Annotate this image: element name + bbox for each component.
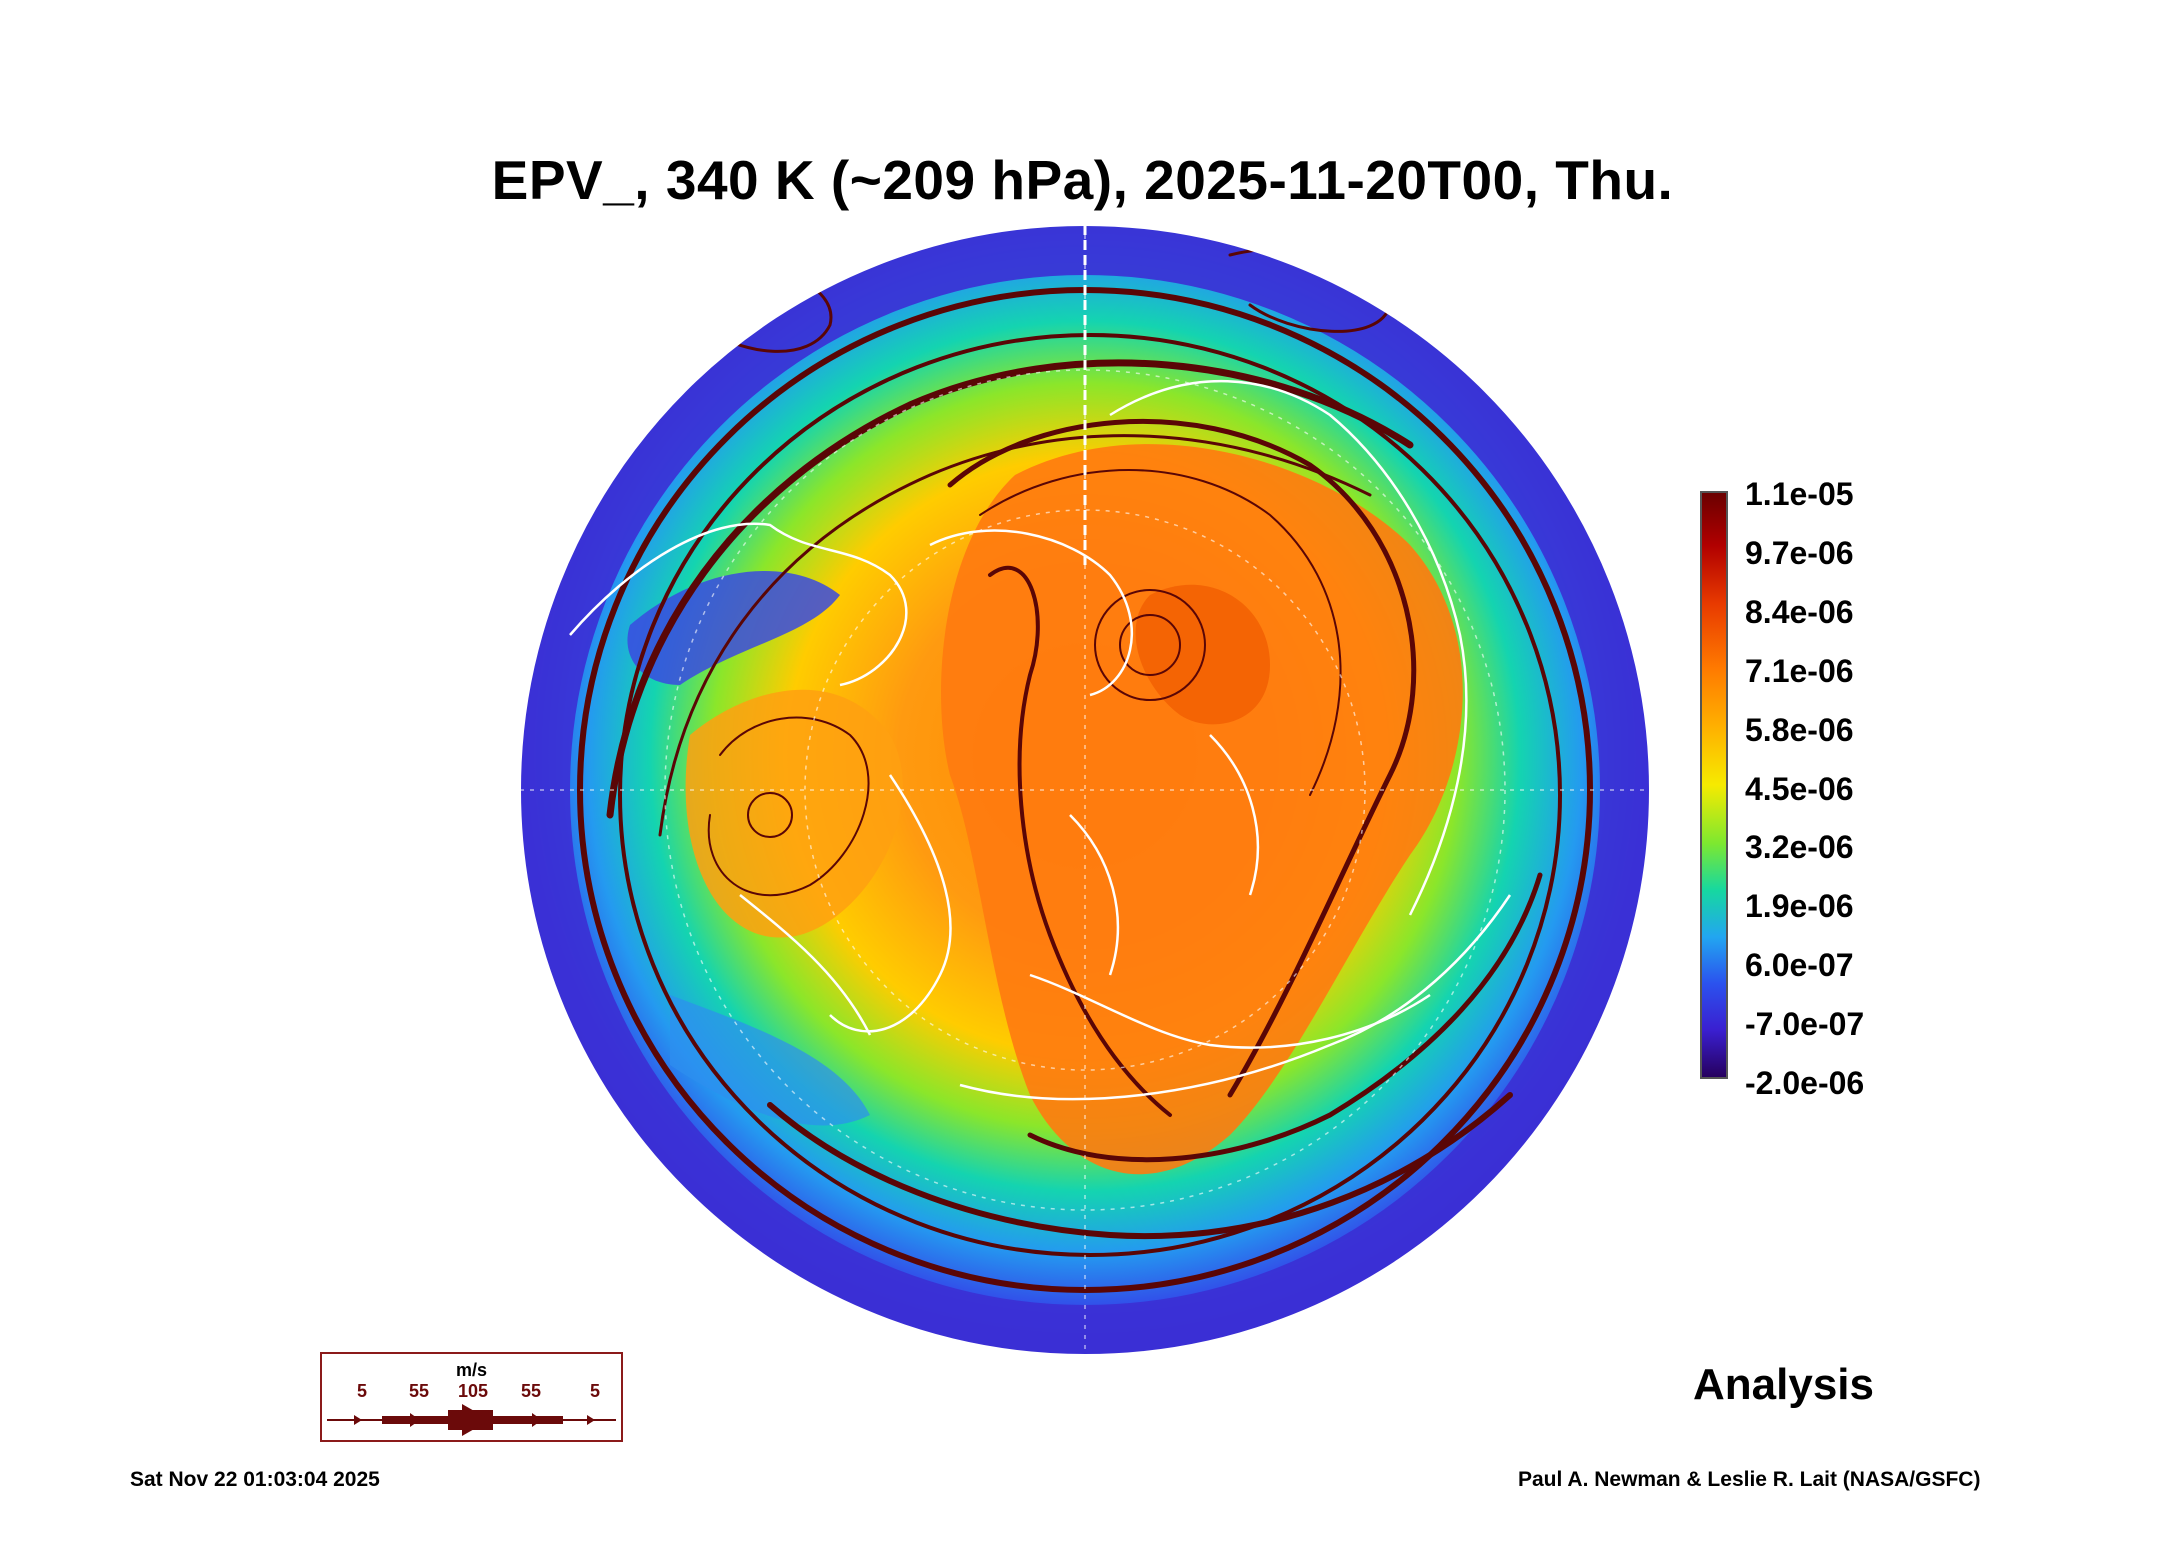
wind-speed-label: 55 — [520, 1381, 542, 1401]
wind-speed-label: 5 — [356, 1381, 367, 1401]
colorbar-label: 9.7e-06 — [1745, 535, 1854, 571]
colorbar-label: 8.4e-06 — [1745, 594, 1854, 630]
colorbar-label: 4.5e-06 — [1745, 771, 1854, 807]
analysis-label: Analysis — [1693, 1360, 1874, 1409]
epv-globe — [519, 224, 1651, 1356]
wind-speed-label: 5 — [589, 1381, 600, 1401]
high-pv-lobe-west — [685, 689, 903, 938]
colorbar-label: 6.0e-07 — [1745, 947, 1854, 983]
wind-legend-unit: m/s — [455, 1360, 488, 1380]
colorbar-label: 1.1e-05 — [1745, 476, 1854, 512]
graticule — [520, 225, 1650, 1355]
polar-map — [510, 215, 1660, 1365]
colorbar — [1700, 491, 1728, 1079]
colorbar-label: 7.1e-06 — [1745, 653, 1854, 689]
globe-outline — [519, 224, 1651, 1356]
credit: Paul A. Newman & Leslie R. Lait (NASA/GS… — [1518, 1468, 1981, 1491]
wind-speed-label: 105 — [457, 1381, 489, 1401]
low-pv-intrusion — [627, 571, 840, 685]
low-pv-tongue — [670, 995, 870, 1126]
colorbar-label: -2.0e-06 — [1745, 1065, 1865, 1101]
colorbar-label: -7.0e-07 — [1745, 1006, 1865, 1042]
timestamp: Sat Nov 22 01:03:04 2025 — [130, 1468, 380, 1491]
colorbar-label: 5.8e-06 — [1745, 712, 1854, 748]
colorbar-label: 1.9e-06 — [1745, 888, 1854, 924]
colorbar-label: 3.2e-06 — [1745, 829, 1854, 865]
wind-legend-arrow — [327, 1404, 616, 1436]
high-pv-swirl — [1135, 584, 1270, 725]
wind-speed-label: 55 — [408, 1381, 430, 1401]
coastlines — [569, 380, 1512, 1101]
wind-legend: m/s 5 55 105 55 5 — [320, 1352, 623, 1442]
map-title: EPV_, 340 K (~209 hPa), 2025-11-20T00, T… — [491, 149, 1674, 211]
